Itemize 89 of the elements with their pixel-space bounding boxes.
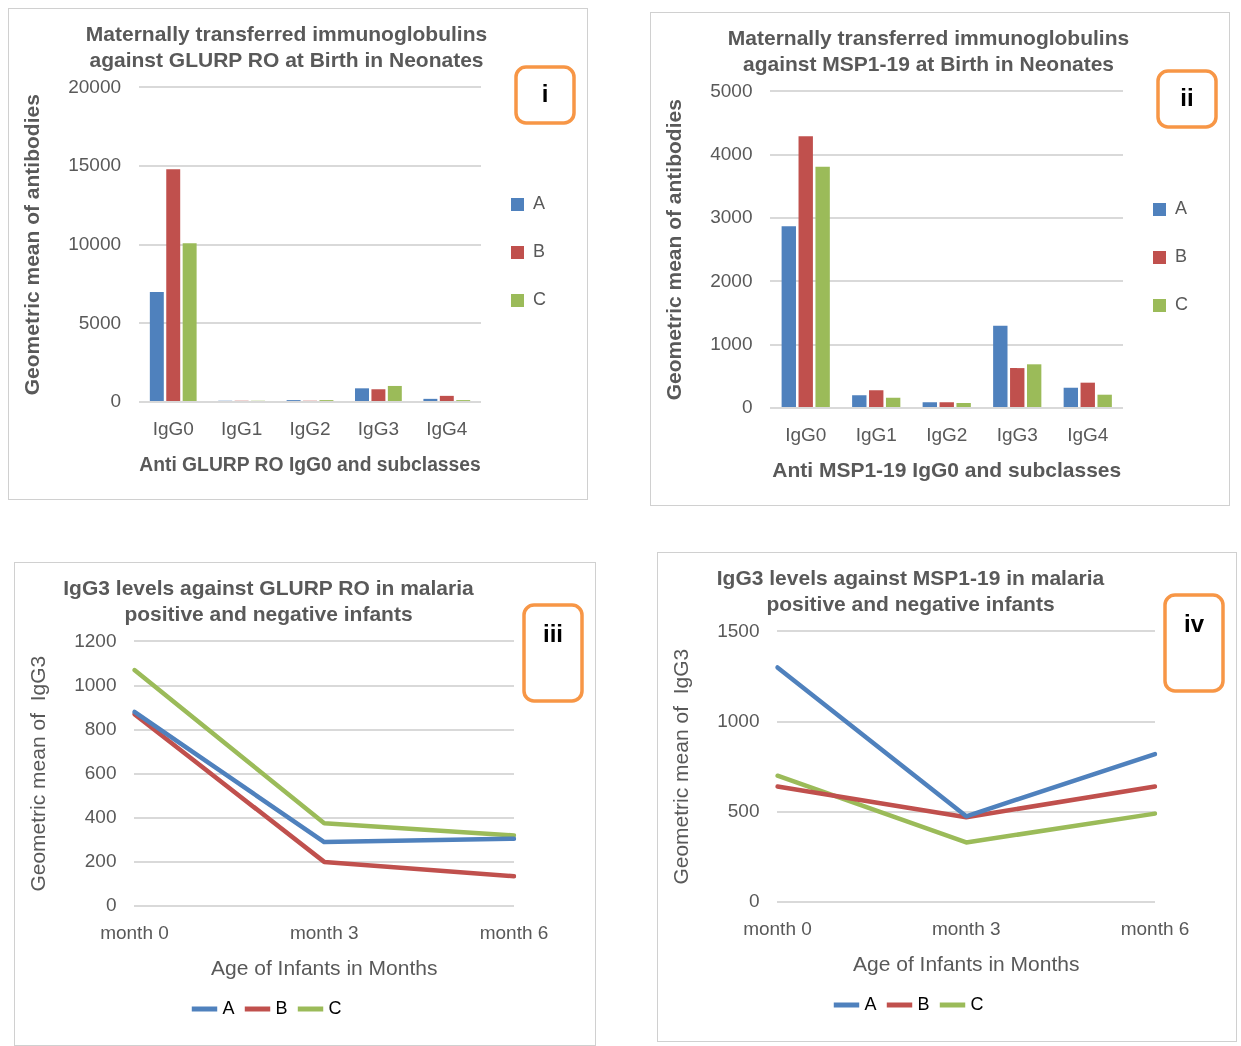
y-tick-label: 5000 [710,79,753,101]
y-tick-label: 1000 [717,709,760,731]
y-tick-label: 1000 [74,673,117,695]
legend-label: C [1175,294,1188,315]
bar [798,136,813,407]
bar [355,388,369,401]
y-tick-label: 0 [748,890,760,912]
x-tick-label: IgG2 [289,417,331,439]
bar [166,169,181,401]
y-tick-label: 15000 [68,154,122,176]
bar [149,291,164,401]
x-tick-label: month 6 [1120,917,1190,939]
y-tick-label: 500 [727,800,760,822]
bar [182,243,197,401]
y-axis-title: Geometric mean of IgG3 [669,648,693,885]
legend-label: B [275,997,288,1018]
y-tick-label: 10000 [68,232,122,254]
legend-label: C [533,289,546,310]
bar [922,402,937,407]
text: i [541,79,549,107]
x-tick-label: IgG1 [221,417,263,439]
y-axis-title: Geometric mean of IgG3 [26,655,50,892]
bar [815,166,830,407]
text: iii [542,619,564,647]
y-tick-label: 0 [110,390,122,412]
y-tick-label: 1500 [717,619,760,641]
y-tick-label: 2000 [710,269,753,291]
x-tick-label: IgG4 [1067,423,1109,445]
x-axis-title: Age of Infants in Months [853,952,1080,976]
bar [371,389,386,401]
bar [993,325,1008,407]
bar [781,226,796,407]
bar [956,402,971,407]
legend-label: C [970,993,984,1014]
y-tick-label: 600 [84,761,117,783]
bar [1080,382,1095,407]
y-tick-label: 400 [84,806,117,828]
legend-label: B [1175,246,1188,267]
y-tick-label: 200 [84,850,117,872]
y-tick-label: 3000 [710,206,753,228]
x-tick-label: month 0 [100,921,169,943]
bar [387,385,402,401]
y-tick-label: 4000 [710,142,753,164]
x-tick-label: month 3 [289,921,359,943]
y-axis-title: Geometric mean of antibodies [662,99,686,401]
bar [439,395,454,401]
x-tick-label: IgG1 [855,423,897,445]
bar [423,398,438,401]
bar [1063,387,1079,407]
x-axis-title: Anti GLURP RO IgG0 and subclasses [139,452,481,476]
x-axis-title: Age of Infants in Months [211,956,438,980]
bar [852,395,867,407]
x-tick-label: IgG0 [785,423,827,445]
x-tick-label: IgG4 [426,417,468,439]
legend-label: A [864,993,877,1014]
bar [939,402,954,407]
legend-label: B [533,241,546,262]
y-tick-label: 0 [105,894,117,916]
bar [1097,394,1112,407]
y-tick-label: 1000 [710,332,753,354]
legend-label: A [222,997,235,1018]
x-tick-label: IgG3 [357,417,400,439]
y-tick-label: 5000 [78,311,122,333]
bar [885,397,901,407]
x-tick-label: month 6 [479,921,549,943]
y-tick-label: 20000 [68,75,122,97]
legend-label: C [328,997,342,1018]
bar [869,390,884,407]
x-tick-label: month 0 [743,917,812,939]
bar [1010,368,1025,407]
chart-title: IgG3 levels against MSP1-19 in malaria positive and negative infants [716,566,1105,615]
chart-title: IgG3 levels against GLURP RO in malaria positive and negative infants [63,576,475,625]
bar [1026,364,1042,407]
x-axis-title: Anti MSP1-19 IgG0 and subclasses [772,458,1122,482]
legend-label: A [533,193,546,214]
y-tick-label: 800 [84,717,117,739]
x-tick-label: IgG0 [152,417,194,439]
chart-title: Maternally transferred immunoglobulins against MSP1-19 at Birth in Neonates [727,26,1130,75]
text: ii [1180,83,1194,111]
y-axis-title: Geometric mean of antibodies [20,94,44,396]
legend-label: B [917,993,930,1014]
legend-label: A [1175,198,1188,219]
x-tick-label: IgG3 [996,423,1038,445]
chart-title: Maternally transferred immunoglobulins against GLURP RO at Birth in Neonates [85,22,488,71]
y-tick-label: 0 [741,396,753,418]
text: iv [1183,609,1205,637]
x-tick-label: month 3 [931,917,1001,939]
y-tick-label: 1200 [74,629,117,651]
x-tick-label: IgG2 [926,423,968,445]
